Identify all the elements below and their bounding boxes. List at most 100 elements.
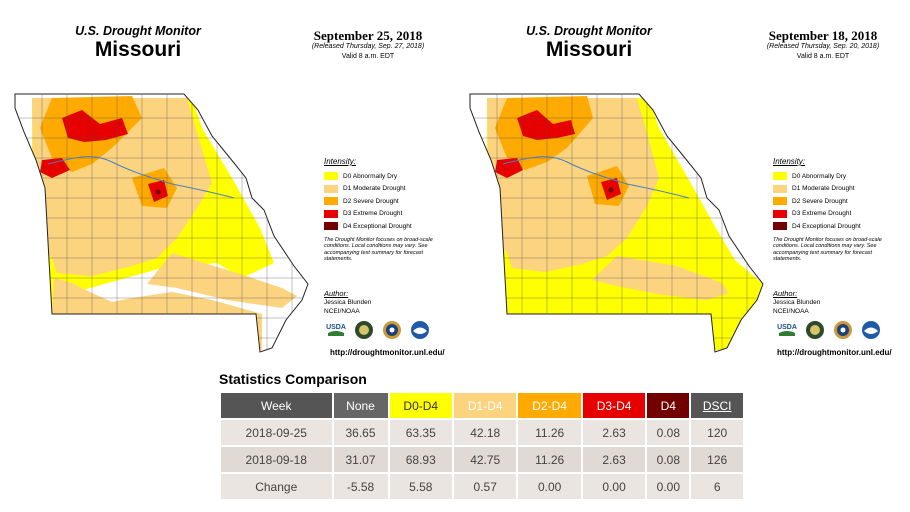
cell-d2-d4: 11.26 <box>518 447 581 472</box>
cell-d3-d4: 0.00 <box>582 474 646 499</box>
author-title: Author: <box>324 289 349 298</box>
map-date: September 18, 2018 <box>768 28 878 43</box>
cell-week: 2018-09-18 <box>221 447 332 472</box>
cell-d2-d4: 11.26 <box>518 420 581 445</box>
map-released: (Released Thursday, Sep. 20, 2018) <box>766 43 880 50</box>
cell-d3-d4: 2.63 <box>582 420 646 445</box>
nidis-logo <box>355 321 373 339</box>
legend-swatch <box>773 222 787 231</box>
cell-none: 31.07 <box>333 447 388 472</box>
map-brand: U.S. Drought Monitor <box>526 24 652 38</box>
agency-logos: USDA <box>777 320 881 340</box>
legend-title: Intensity: <box>324 157 357 166</box>
stats-title: Statistics Comparison <box>219 371 367 387</box>
nidis-logo <box>806 321 824 339</box>
cell-d0-d4: 63.35 <box>389 420 452 445</box>
legend-item: D3 Extreme Drought <box>773 208 903 221</box>
legend-label: D2 Severe Drought <box>343 197 399 205</box>
map-state-title: Missouri <box>545 38 633 61</box>
cell-d2-d4: 0.00 <box>518 474 581 499</box>
legend-swatch <box>773 172 787 181</box>
legend-item: D0 Abnormally Dry <box>324 170 454 183</box>
author-name: Jessica Blunden <box>773 299 821 307</box>
legend-label: D1 Moderate Drought <box>792 185 855 193</box>
usda-logo: USDA <box>777 324 797 336</box>
usda-logo-text: USDA <box>777 324 797 331</box>
legend-swatch <box>773 184 787 193</box>
drought-monitor-link[interactable]: http://droughtmonitor.unl.edu/ <box>777 348 892 357</box>
noaa-logo <box>411 321 429 339</box>
author-block: Author: Jessica Blunden NCEI/NOAA <box>773 289 820 316</box>
usda-logo-text: USDA <box>326 324 346 331</box>
legend-label: D1 Moderate Drought <box>343 185 406 193</box>
drought-monitor-link[interactable]: http://droughtmonitor.unl.edu/ <box>330 348 445 357</box>
cell-d4: 0.08 <box>647 447 690 472</box>
cell-d4: 0.00 <box>647 474 690 499</box>
legend-swatch <box>324 197 338 206</box>
cell-week: 2018-09-25 <box>221 420 332 445</box>
legend-note: The Drought Monitor focuses on broad-sca… <box>324 236 433 263</box>
map-state-title: Missouri <box>94 38 182 61</box>
legend-swatch <box>324 172 338 181</box>
author-name: Jessica Blunden <box>324 299 372 307</box>
legend-swatch <box>324 184 338 193</box>
cell-d0-d4: 68.93 <box>389 447 452 472</box>
cell-none: 36.65 <box>333 420 388 445</box>
cell-dsci: 126 <box>691 447 743 472</box>
author-block: Author: Jessica Blunden NCEI/NOAA <box>324 289 371 316</box>
legend-item: D2 Severe Drought <box>773 195 903 208</box>
noaa-logo <box>862 321 880 339</box>
map-date: September 25, 2018 <box>313 28 423 43</box>
cell-dsci: 120 <box>691 420 743 445</box>
legend-note: The Drought Monitor focuses on broad-sca… <box>773 236 882 263</box>
cell-week: Change <box>221 474 332 499</box>
missouri-drought-map <box>469 93 764 353</box>
legend-swatch <box>773 197 787 206</box>
legend-swatch <box>324 209 338 218</box>
col-header-d2-d4: D2-D4 <box>518 393 581 418</box>
legend-label: D4 Exceptional Drought <box>343 222 412 230</box>
map-legend: Intensity: D0 Abnormally Dry D1 Moderate… <box>324 157 454 263</box>
ndmc-logo <box>383 321 401 339</box>
cell-none: -5.58 <box>333 474 388 499</box>
cell-d3-d4: 2.63 <box>582 447 646 472</box>
table-row: 2018-09-25 36.65 63.35 42.18 11.26 2.63 … <box>221 420 743 445</box>
legend-label: D3 Extreme Drought <box>343 210 403 218</box>
cell-d4: 0.08 <box>647 420 690 445</box>
map-brand: U.S. Drought Monitor <box>75 24 201 38</box>
col-header-d0-d4: D0-D4 <box>389 393 452 418</box>
map-valid: Valid 8 a.m. EDT <box>341 53 395 60</box>
col-header-week: Week <box>221 393 332 418</box>
legend-swatch <box>773 209 787 218</box>
cell-dsci: 6 <box>691 474 743 499</box>
agency-logos: USDA <box>326 320 430 340</box>
legend-label: D3 Extreme Drought <box>792 210 852 218</box>
legend-item: D0 Abnormally Dry <box>773 170 903 183</box>
legend-item: D1 Moderate Drought <box>773 183 903 196</box>
author-org: NCEI/NOAA <box>773 307 809 315</box>
map-legend: Intensity: D0 Abnormally Dry D1 Moderate… <box>773 157 903 263</box>
legend-item: D1 Moderate Drought <box>324 183 454 196</box>
legend-item: D3 Extreme Drought <box>324 208 454 221</box>
legend-label: D2 Severe Drought <box>792 197 848 205</box>
col-header-dsci: DSCI <box>691 393 743 418</box>
table-row: 2018-09-18 31.07 68.93 42.75 11.26 2.63 … <box>221 447 743 472</box>
col-header-none: None <box>333 393 388 418</box>
map-panel-current: U.S. Drought Monitor Missouri September … <box>0 0 455 370</box>
stats-header-row: Week None D0-D4 D1-D4 D2-D4 D3-D4 D4 DSC… <box>221 393 743 418</box>
col-header-d3-d4: D3-D4 <box>582 393 646 418</box>
legend-item: D4 Exceptional Drought <box>324 220 454 233</box>
usda-logo: USDA <box>326 324 346 336</box>
cell-d1-d4: 0.57 <box>453 474 517 499</box>
legend-item: D4 Exceptional Drought <box>773 220 903 233</box>
author-org: NCEI/NOAA <box>324 307 360 315</box>
cell-d0-d4: 5.58 <box>389 474 452 499</box>
cell-d1-d4: 42.75 <box>453 447 517 472</box>
table-row: Change -5.58 5.58 0.57 0.00 0.00 0.00 6 <box>221 474 743 499</box>
map-released: (Released Thursday, Sep. 27, 2018) <box>311 43 425 50</box>
col-header-d1-d4: D1-D4 <box>453 393 517 418</box>
legend-swatch <box>324 222 338 231</box>
legend-label: D0 Abnormally Dry <box>792 172 847 180</box>
ndmc-logo <box>834 321 852 339</box>
col-header-d4: D4 <box>647 393 690 418</box>
